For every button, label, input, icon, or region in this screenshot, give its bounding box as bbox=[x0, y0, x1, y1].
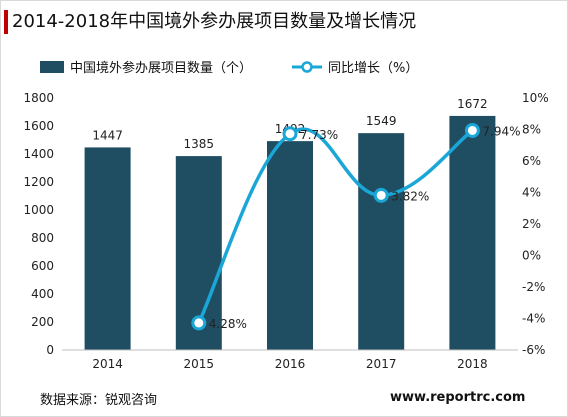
bar-value-label: 1672 bbox=[457, 97, 488, 111]
y-right-tick-label: 6% bbox=[522, 154, 541, 168]
legend-bar-label: 中国境外参办展项目数量（个） bbox=[70, 60, 252, 76]
growth-line bbox=[197, 127, 474, 324]
growth-value-label: 3.82% bbox=[391, 189, 429, 203]
x-tick-label: 2014 bbox=[92, 357, 123, 371]
chart-title: 2014-2018年中国境外参办展项目数量及增长情况 bbox=[12, 11, 417, 32]
growth-point bbox=[464, 122, 480, 138]
y-left-tick-label: 200 bbox=[31, 315, 54, 329]
bar bbox=[358, 133, 405, 350]
source-note: 数据来源：锐观咨询 bbox=[40, 393, 158, 408]
y-right-tick-label: 2% bbox=[522, 217, 541, 231]
website-label: www.reportrc.com bbox=[390, 390, 526, 405]
growth-value-label: 4.28% bbox=[209, 317, 247, 331]
growth-point bbox=[191, 315, 207, 331]
title-accent-bar bbox=[4, 10, 8, 34]
y-left-tick-label: 600 bbox=[31, 259, 54, 273]
x-tick-label: 2018 bbox=[457, 357, 488, 371]
y-left-tick-label: 1200 bbox=[23, 175, 54, 189]
x-tick-label: 2015 bbox=[184, 357, 215, 371]
y-left-tick-label: 1000 bbox=[23, 203, 54, 217]
y-right-tick-label: 0% bbox=[522, 249, 541, 263]
growth-point bbox=[282, 126, 298, 142]
growth-value-label: 7.94% bbox=[482, 124, 520, 138]
x-tick-label: 2017 bbox=[366, 357, 397, 371]
y-left-tick-label: 800 bbox=[31, 231, 54, 245]
y-right-tick-label: 10% bbox=[522, 91, 549, 105]
y-right-tick-label: 4% bbox=[522, 186, 541, 200]
legend-bar-swatch bbox=[40, 61, 64, 73]
y-left-tick-label: 400 bbox=[31, 287, 54, 301]
bar bbox=[267, 141, 313, 350]
x-tick-label: 2016 bbox=[275, 357, 306, 371]
growth-point bbox=[373, 187, 389, 203]
bar-value-label: 1447 bbox=[92, 128, 123, 142]
bar-value-label: 1549 bbox=[366, 114, 397, 128]
y-left-tick-label: 1600 bbox=[23, 119, 54, 133]
y-right-tick-label: 8% bbox=[522, 123, 541, 137]
legend-line-label: 同比增长（%） bbox=[328, 61, 418, 76]
y-left-tick-label: 0 bbox=[46, 343, 54, 357]
y-right-tick-label: -2% bbox=[522, 280, 545, 294]
bar bbox=[449, 115, 496, 350]
legend-line-marker bbox=[301, 61, 313, 73]
bar bbox=[84, 147, 131, 350]
bar-value-label: 1385 bbox=[184, 137, 215, 151]
growth-value-label: 7.73% bbox=[300, 128, 338, 142]
y-right-tick-label: -4% bbox=[522, 312, 545, 326]
y-left-tick-label: 1400 bbox=[23, 147, 54, 161]
y-right-tick-label: -6% bbox=[522, 343, 545, 357]
y-left-tick-label: 1800 bbox=[23, 91, 54, 105]
